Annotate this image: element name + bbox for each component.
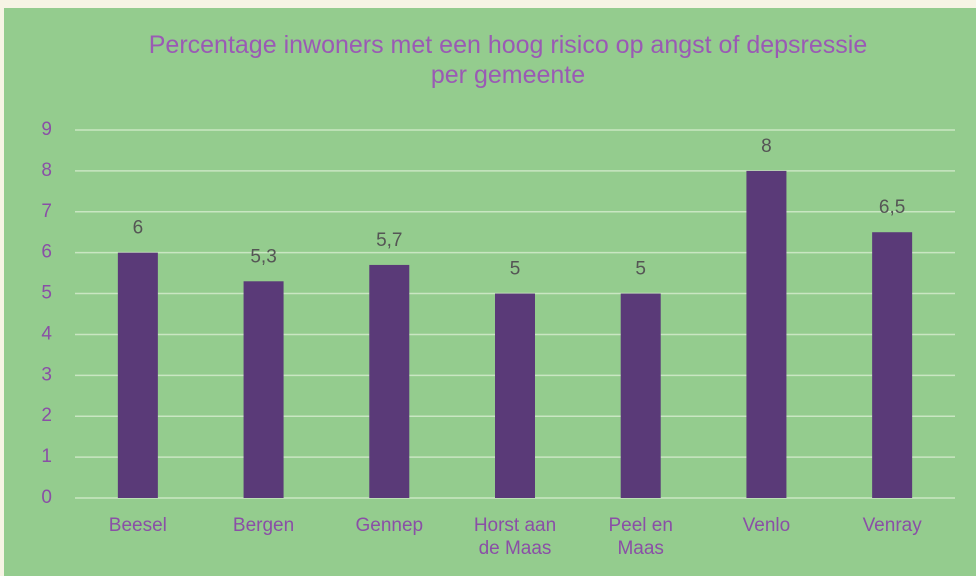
data-label: 6 bbox=[133, 218, 144, 239]
y-tick-label: 1 bbox=[41, 446, 52, 467]
y-tick-label: 7 bbox=[41, 201, 52, 222]
data-label: 5 bbox=[510, 259, 521, 280]
bar bbox=[117, 252, 158, 498]
x-tick-label: Bergen bbox=[232, 515, 295, 536]
chart-panel bbox=[4, 8, 976, 576]
data-label: 8 bbox=[761, 136, 772, 157]
x-tick-label: Horst aan de Maas bbox=[473, 515, 557, 559]
x-tick-label: Venray bbox=[862, 515, 922, 536]
y-tick-label: 3 bbox=[41, 364, 52, 385]
data-label: 6,5 bbox=[879, 197, 905, 218]
x-tick-label: Gennep bbox=[355, 515, 424, 536]
bar bbox=[495, 293, 535, 498]
data-label: 5,3 bbox=[250, 246, 276, 267]
y-tick-label: 5 bbox=[41, 283, 52, 304]
y-tick-label: 6 bbox=[41, 242, 52, 263]
bar bbox=[746, 170, 787, 498]
y-tick-label: 8 bbox=[41, 160, 52, 181]
data-label: 5 bbox=[635, 259, 646, 280]
data-label: 5,7 bbox=[376, 230, 402, 251]
y-tick-label: 2 bbox=[41, 405, 52, 426]
x-tick-label: Venlo bbox=[742, 515, 791, 536]
chart-title: Percentage inwoners met een hoog risico … bbox=[148, 31, 868, 89]
bar bbox=[872, 232, 913, 498]
bar bbox=[369, 264, 410, 498]
x-tick-label: Peel en Maas bbox=[608, 515, 673, 559]
y-tick-label: 9 bbox=[41, 119, 52, 140]
y-tick-label: 0 bbox=[41, 487, 52, 508]
y-tick-label: 4 bbox=[41, 323, 52, 344]
x-tick-label: Beesel bbox=[108, 515, 167, 536]
bar bbox=[243, 281, 284, 498]
bar bbox=[620, 293, 661, 498]
